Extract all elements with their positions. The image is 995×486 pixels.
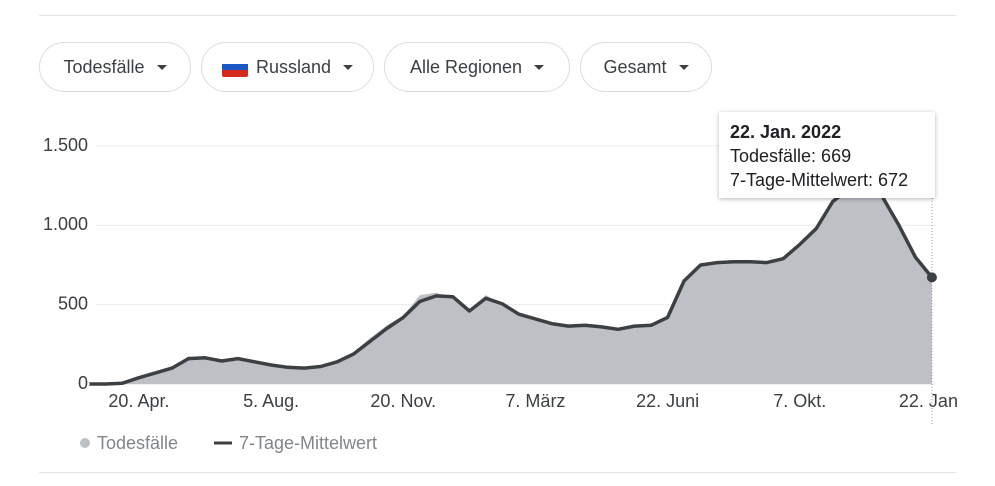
tooltip-title: 22. Jan. 2022 xyxy=(730,122,842,142)
average-line xyxy=(89,185,934,386)
tooltip-line: Todesfälle: 669 xyxy=(730,146,852,166)
bottom-rule xyxy=(39,472,956,473)
dropdown-label: Todesfälle xyxy=(63,56,145,77)
metric-dropdown[interactable]: Todesfälle xyxy=(39,42,191,92)
legend-swatch xyxy=(80,438,90,448)
hover-point xyxy=(926,272,937,283)
caret xyxy=(343,64,354,70)
legend-label: Todesfälle xyxy=(97,433,178,453)
y-tick-label: 1.000 xyxy=(43,214,88,234)
country-dropdown[interactable]: Russland xyxy=(201,42,374,92)
x-tick-label: 7. Okt. xyxy=(773,391,826,411)
x-tick-label: 5. Aug. xyxy=(243,391,299,411)
top-rule xyxy=(39,15,956,16)
y-tick-label: 500 xyxy=(58,293,88,313)
period-dropdown[interactable]: Gesamt xyxy=(580,42,712,92)
y-tick-label: 1.500 xyxy=(43,135,88,155)
caret xyxy=(156,64,167,70)
x-tick-label: 22. Juni xyxy=(636,391,699,411)
dropdown-label: Russland xyxy=(255,56,332,77)
x-tick-label: 20. Nov. xyxy=(370,391,436,411)
dropdown-label: Gesamt xyxy=(603,56,667,77)
legend-label: 7-Tage-Mittelwert xyxy=(239,433,377,453)
flag-icon xyxy=(221,57,248,77)
tooltip: 22. Jan. 2022 Todesfälle: 669 7-Tage-Mit… xyxy=(719,112,935,198)
tooltip-line: 7-Tage-Mittelwert: 672 xyxy=(730,170,909,190)
dropdown-label: Alle Regionen xyxy=(409,56,523,77)
deaths-area xyxy=(89,185,932,384)
x-tick-label: 20. Apr. xyxy=(108,391,169,411)
y-tick-label: 0 xyxy=(78,373,88,393)
region-dropdown[interactable]: Alle Regionen xyxy=(384,42,570,92)
caret xyxy=(534,64,545,70)
caret xyxy=(678,64,689,70)
x-tick-label: 7. März xyxy=(505,391,565,411)
x-tick-label: 22. Jan xyxy=(899,391,958,411)
